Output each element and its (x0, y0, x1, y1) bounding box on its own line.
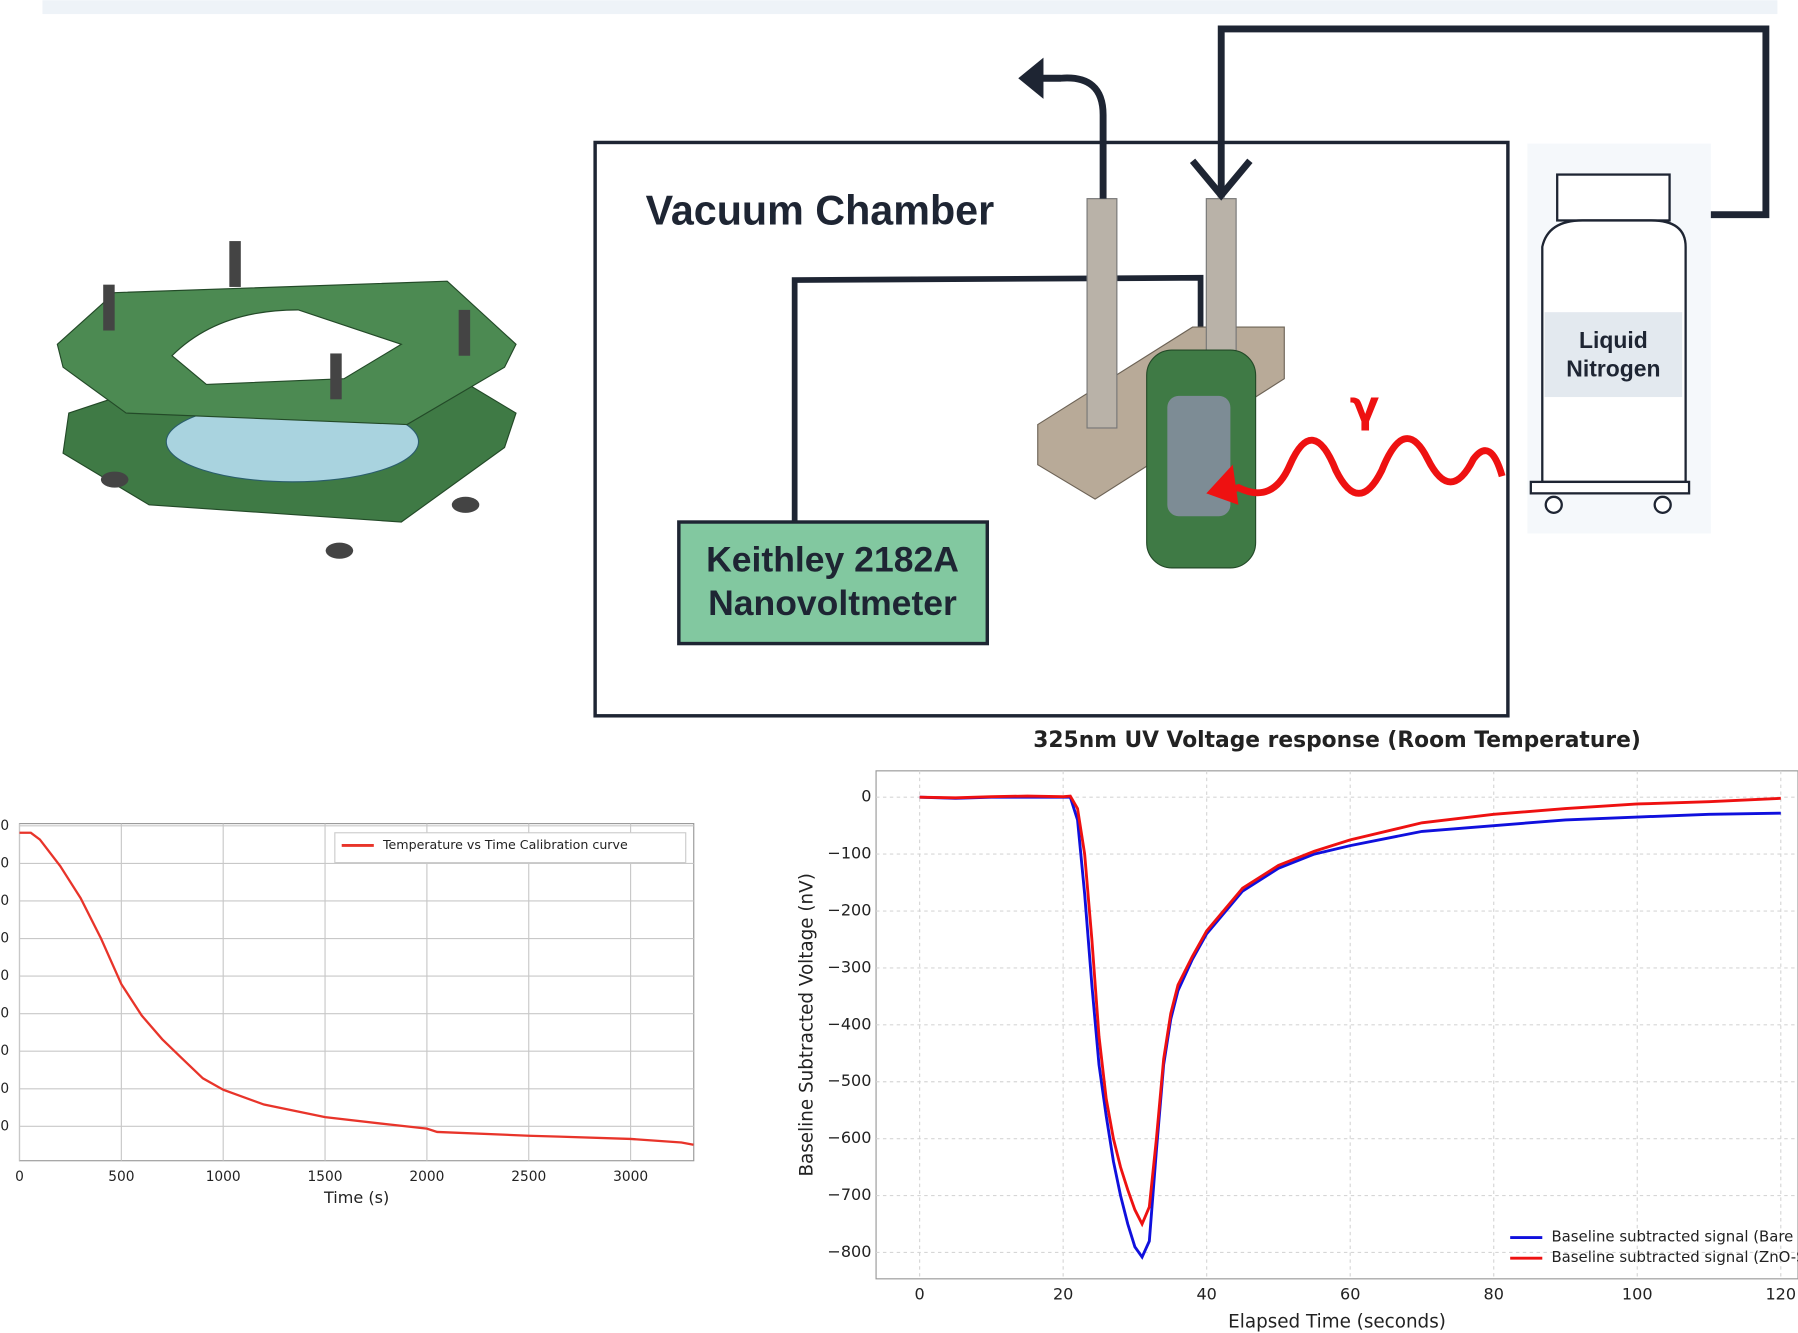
x-tick-label: 60 (1340, 1284, 1360, 1303)
radiation-label: γ (1350, 383, 1380, 433)
x-tick-label: 0 (915, 1284, 925, 1303)
legend-label: Temperature vs Time Calibration curve (382, 837, 628, 852)
legend-label: Baseline subtracted signal (Bare ZnO) (1551, 1228, 1798, 1246)
holder-illustration (57, 241, 516, 559)
y-tick-label: 260 (0, 855, 9, 871)
y-tick-label: 140 (0, 1081, 9, 1097)
y-tick-label: 120 (0, 1118, 9, 1134)
y-tick-label: 220 (0, 931, 9, 947)
y-tick-label: −800 (827, 1242, 871, 1261)
y-axis-label: Baseline Subtracted Voltage (nV) (796, 873, 817, 1176)
plot-area (19, 824, 693, 1161)
x-axis-label: Time (s) (323, 1188, 389, 1207)
x-tick-label: 2000 (409, 1169, 444, 1185)
y-tick-label: 180 (0, 1006, 9, 1022)
x-tick-label: 20 (1053, 1284, 1073, 1303)
coolant-label: Liquid (1579, 327, 1648, 353)
y-tick-label: 240 (0, 893, 9, 909)
x-tick-label: 80 (1484, 1284, 1504, 1303)
y-tick-label: −600 (827, 1128, 871, 1147)
x-tick-label: 100 (1622, 1284, 1653, 1303)
y-tick-label: −500 (827, 1071, 871, 1090)
radiation-wave (1215, 439, 1502, 494)
arrow-head (1018, 58, 1043, 99)
instrument-label: Keithley 2182A (706, 540, 959, 580)
x-tick-label: 0 (15, 1169, 24, 1185)
x-tick-label: 2500 (511, 1169, 546, 1185)
top-band (42, 0, 1777, 14)
exhaust-pipe (1038, 78, 1103, 199)
chart-title: 325nm UV Voltage response (Room Temperat… (1033, 728, 1641, 753)
legend-label: Baseline subtracted signal (ZnO-Si3N4) (1551, 1248, 1798, 1266)
x-tick-label: 40 (1196, 1284, 1216, 1303)
coolant-label: Nitrogen (1566, 356, 1660, 382)
cold-finger (1038, 199, 1285, 568)
x-tick-label: 1000 (206, 1169, 241, 1185)
y-tick-label: −300 (827, 957, 871, 976)
y-tick-label: 160 (0, 1043, 9, 1059)
x-axis-label: Elapsed Time (seconds) (1228, 1311, 1446, 1332)
x-tick-label: 500 (108, 1169, 134, 1185)
y-tick-label: 0 (861, 787, 871, 806)
instrument-label: Nanovoltmeter (708, 583, 957, 623)
y-tick-label: −700 (827, 1185, 871, 1204)
page: Vacuum Chamber Keithley 2182A Nanovoltme… (0, 0, 1798, 1333)
y-tick-label: −400 (827, 1014, 871, 1033)
y-tick-label: −100 (827, 844, 871, 863)
chamber-label: Vacuum Chamber (646, 187, 995, 233)
x-tick-label: 3000 (613, 1169, 648, 1185)
y-tick-label: −200 (827, 901, 871, 920)
x-tick-label: 1500 (308, 1169, 343, 1185)
x-tick-label: 120 (1765, 1284, 1796, 1303)
y-tick-label: 280 (0, 818, 9, 834)
y-tick-label: 200 (0, 968, 9, 984)
